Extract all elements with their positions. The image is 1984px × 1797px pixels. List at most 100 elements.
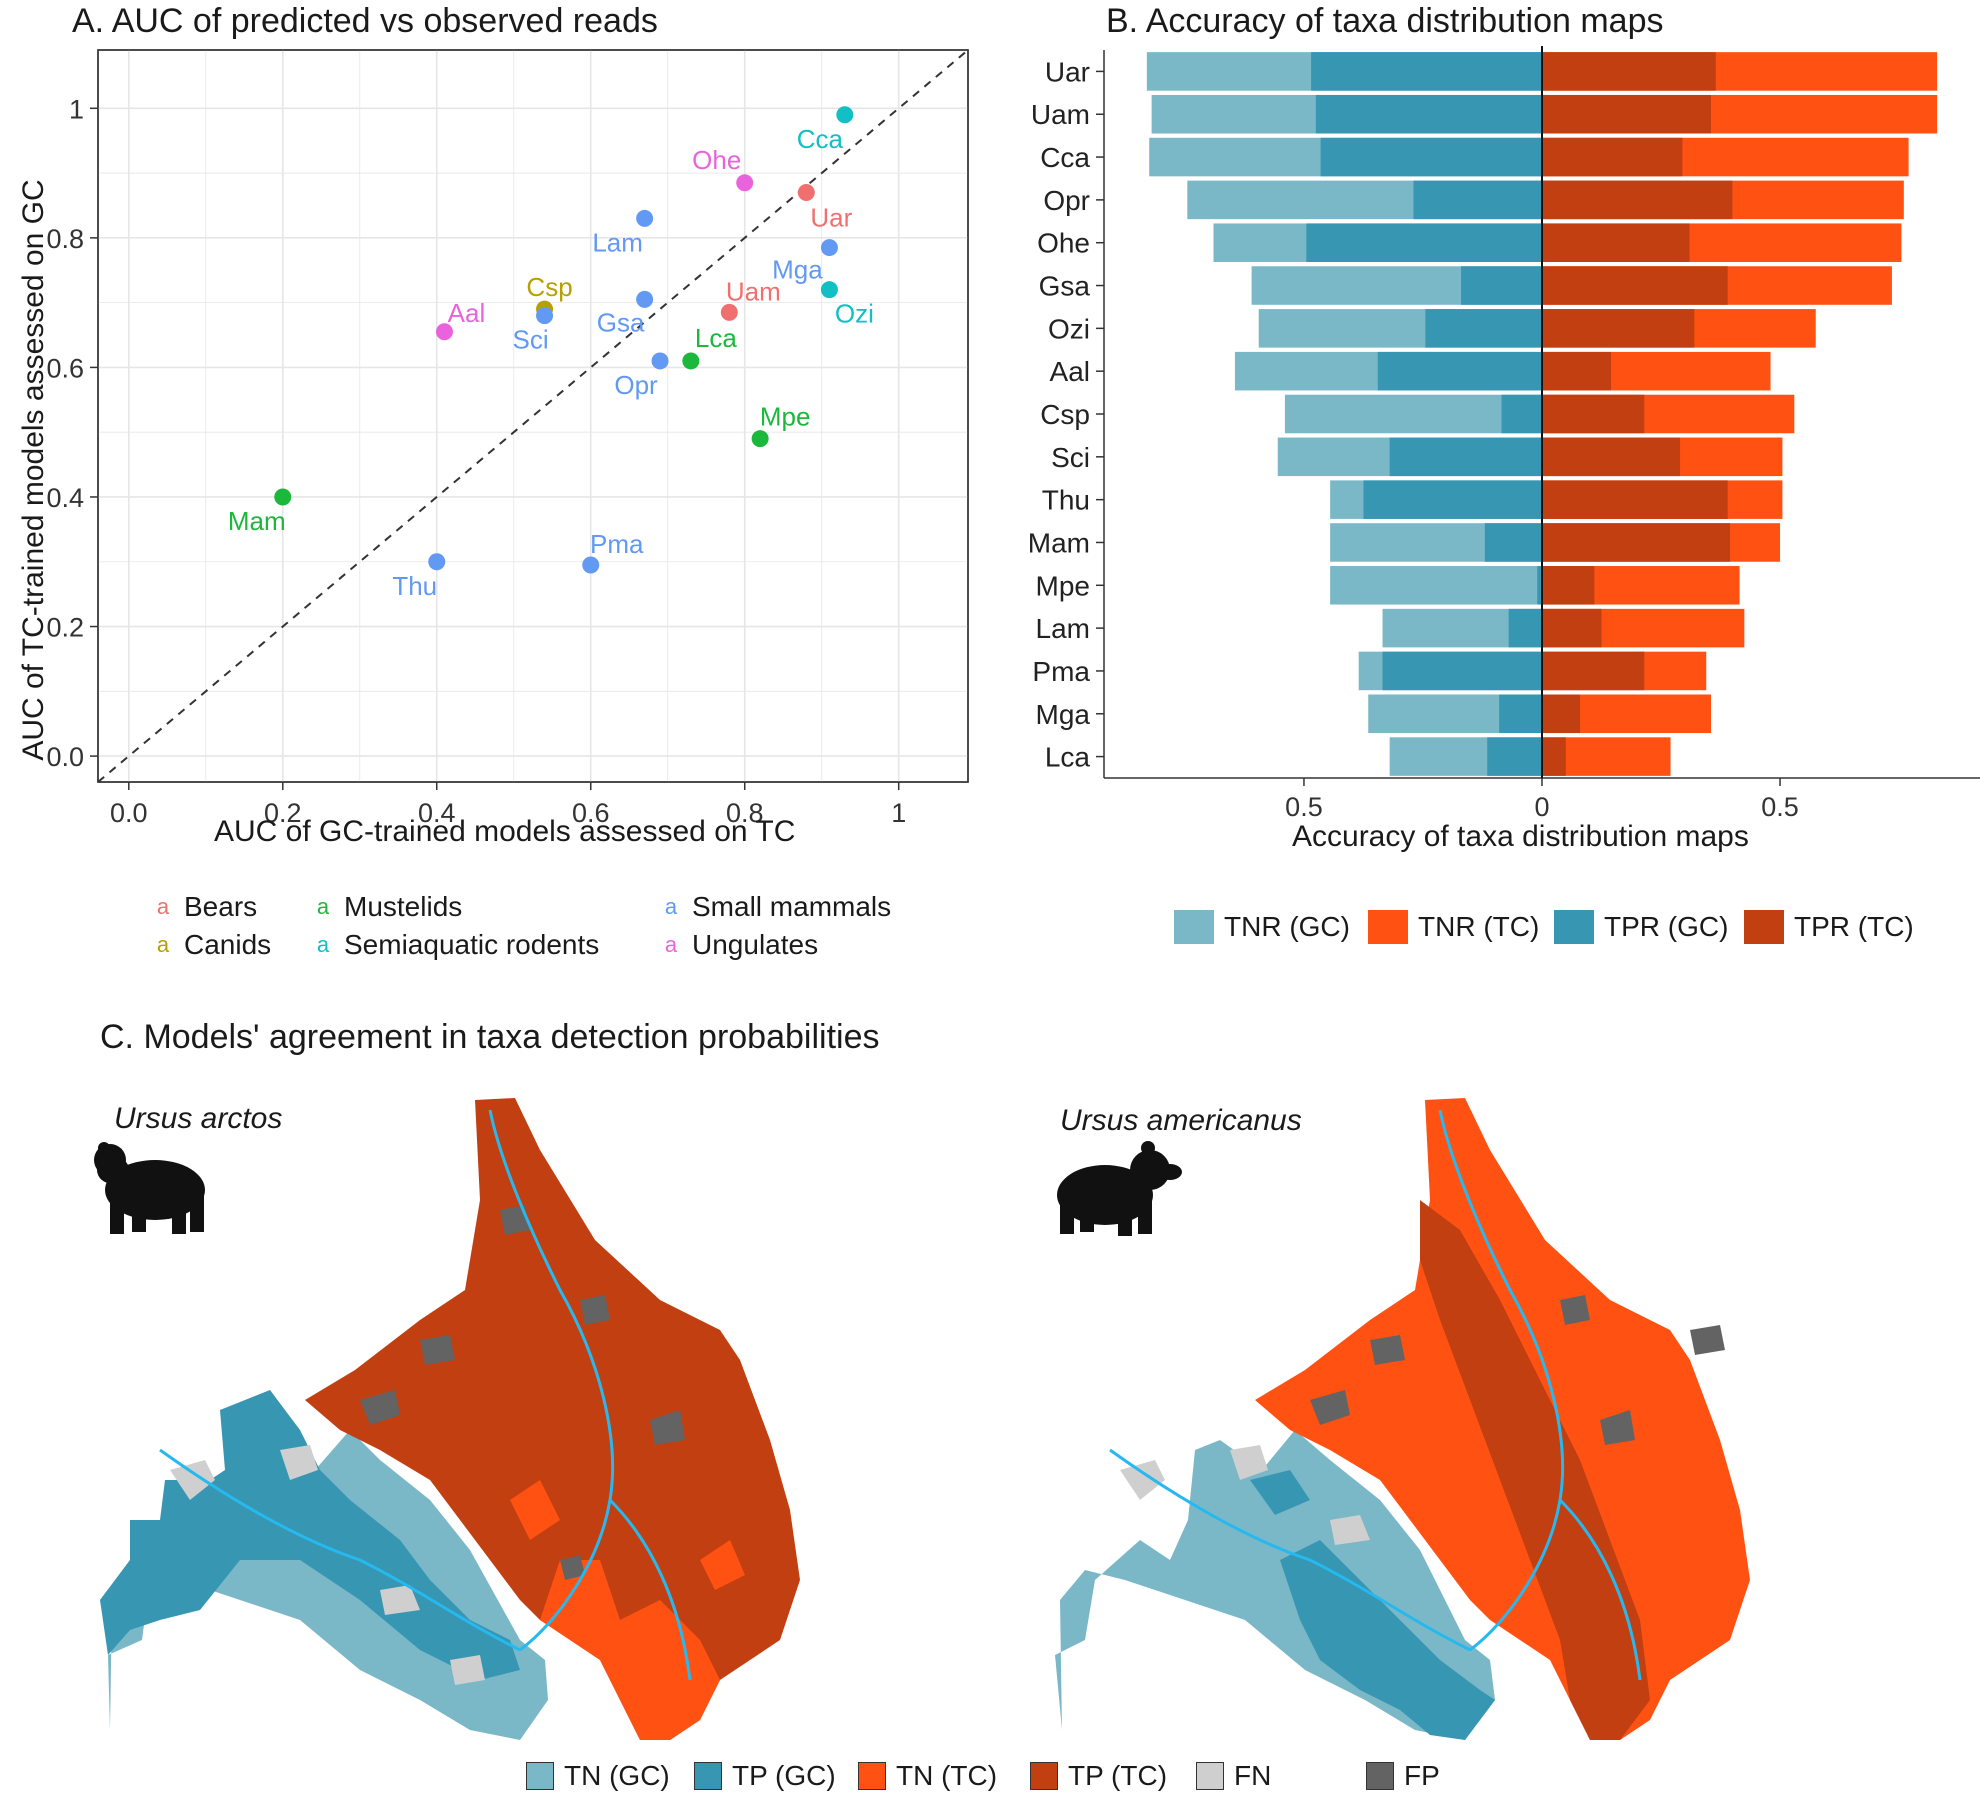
x-tick-label: 0.5 [1285, 792, 1323, 822]
point-ozi [820, 281, 838, 299]
bar-tpr-tc-csp [1542, 394, 1645, 434]
bar-tnr-tc-aal [1542, 351, 1771, 391]
point-label-ozi: Ozi [835, 299, 874, 329]
point-uam [720, 303, 738, 321]
legend-label: Semiaquatic rodents [344, 929, 600, 960]
map-region-fp [1310, 1295, 1725, 1445]
bar-tpr-tc-mam [1542, 523, 1731, 562]
point-label-aal: Aal [448, 298, 486, 328]
legend-b-tnr-gc: TNR (GC) [1174, 910, 1350, 944]
bar-tnr-tc-mam [1542, 523, 1781, 562]
swatch [1366, 1762, 1394, 1790]
category-label-aal: Aal [1050, 356, 1090, 387]
category-label-opr: Opr [1043, 185, 1090, 216]
category-label-thu: Thu [1042, 485, 1090, 516]
bar-tnr-gc-uam [1151, 94, 1542, 134]
map-region-fn [170, 1445, 485, 1685]
map-river [1109, 1109, 1642, 1681]
point-label-thu: Thu [392, 571, 437, 601]
point-label-gsa: Gsa [597, 307, 645, 337]
bar-tnr-tc-pma [1542, 651, 1707, 691]
bar-tnr-gc-cca [1149, 137, 1542, 177]
bar-tpr-tc-ohe [1542, 223, 1690, 262]
bar-tpr-gc-mpe [1537, 566, 1542, 605]
swatch [858, 1762, 886, 1790]
point-cca [836, 106, 854, 124]
legend-c-tp-gc: TP (GC) [694, 1760, 836, 1792]
bar-tpr-gc-thu [1363, 480, 1542, 519]
swatch [1174, 910, 1214, 944]
category-label-ohe: Ohe [1037, 228, 1090, 259]
map-region-tp-gc [100, 1390, 520, 1680]
legend-label: TPR (GC) [1604, 911, 1729, 942]
map-region-fn [1120, 1445, 1370, 1545]
category-label-mga: Mga [1036, 699, 1091, 730]
y-tick-label: 0.0 [46, 742, 84, 772]
bar-tpr-tc-mga [1542, 694, 1581, 734]
y-tick-label: 0.4 [46, 483, 84, 513]
bar-tpr-gc-opr [1413, 180, 1542, 220]
category-label-uam: Uam [1031, 99, 1090, 130]
bar-tnr-gc-lam [1382, 608, 1542, 648]
bar-tpr-tc-lca [1542, 737, 1566, 776]
legend-label: TP (TC) [1068, 1760, 1168, 1791]
legend-c-tn-tc: TN (TC) [858, 1760, 997, 1792]
swatch [526, 1762, 554, 1790]
y-tick-label: 0.2 [46, 613, 84, 643]
bar-tnr-tc-opr [1542, 180, 1904, 220]
point-label-lam: Lam [592, 227, 643, 257]
bar-tpr-tc-aal [1542, 351, 1612, 391]
bar-tnr-tc-lca [1542, 737, 1671, 776]
bar-tpr-tc-uam [1542, 94, 1712, 134]
bar-tpr-tc-sci [1542, 437, 1681, 477]
legend-key: a [316, 894, 330, 919]
bar-tnr-gc-csp [1284, 394, 1542, 434]
point-ohe [736, 174, 754, 192]
point-label-ohe: Ohe [692, 145, 741, 175]
point-aal [435, 323, 453, 341]
bar-tnr-gc-lca [1389, 737, 1542, 776]
plot-border [97, 49, 969, 783]
legend-key: a [156, 932, 170, 957]
map-label-ursus-americanus: Ursus americanus [1060, 1104, 1302, 1137]
category-label-sci: Sci [1051, 442, 1090, 473]
swatch [1554, 910, 1594, 944]
bar-tpr-gc-pma [1382, 651, 1542, 691]
bar-tnr-tc-uar [1542, 52, 1938, 91]
point-mpe [751, 430, 769, 448]
point-label-mga: Mga [772, 255, 823, 285]
map-label-ursus-arctos: Ursus arctos [114, 1102, 283, 1135]
point-label-cca: Cca [797, 124, 844, 154]
panel-a-ylabel: AUC of TC-trained models assessed on GC [17, 179, 50, 761]
category-label-mam: Mam [1028, 527, 1090, 558]
bar-tpr-tc-lam [1542, 608, 1602, 648]
point-label-sci: Sci [512, 325, 548, 355]
bar-tnr-tc-sci [1542, 437, 1783, 477]
x-tick-label: 0 [1534, 792, 1549, 822]
legend-b-tpr-gc: TPR (GC) [1554, 910, 1728, 944]
point-label-pma: Pma [590, 529, 644, 559]
legend-a-small-mammals: a Small mammals [660, 891, 891, 923]
legend-key: a [316, 932, 330, 957]
bar-tnr-tc-ohe [1542, 223, 1902, 262]
bar-tnr-tc-mga [1542, 694, 1712, 734]
swatch [694, 1762, 722, 1790]
map-region-tp-tc [305, 1098, 800, 1740]
bar-tnr-tc-thu [1542, 480, 1783, 519]
bar-tpr-tc-ozi [1542, 309, 1695, 348]
bar-tpr-gc-uar [1311, 52, 1542, 91]
bar-tpr-gc-mam [1484, 523, 1542, 562]
bar-tpr-gc-lca [1487, 737, 1542, 776]
bar-tpr-tc-mpe [1542, 566, 1595, 605]
point-thu [428, 553, 446, 571]
category-label-cca: Cca [1040, 142, 1090, 173]
reference-line [97, 49, 969, 783]
bar-tnr-gc-pma [1358, 651, 1542, 691]
bar-tpr-gc-sci [1389, 437, 1542, 477]
point-lca [682, 352, 700, 370]
legend-label: FN [1234, 1760, 1272, 1791]
category-label-lam: Lam [1036, 613, 1090, 644]
point-sci [536, 307, 554, 325]
point-label-opr: Opr [614, 370, 658, 400]
